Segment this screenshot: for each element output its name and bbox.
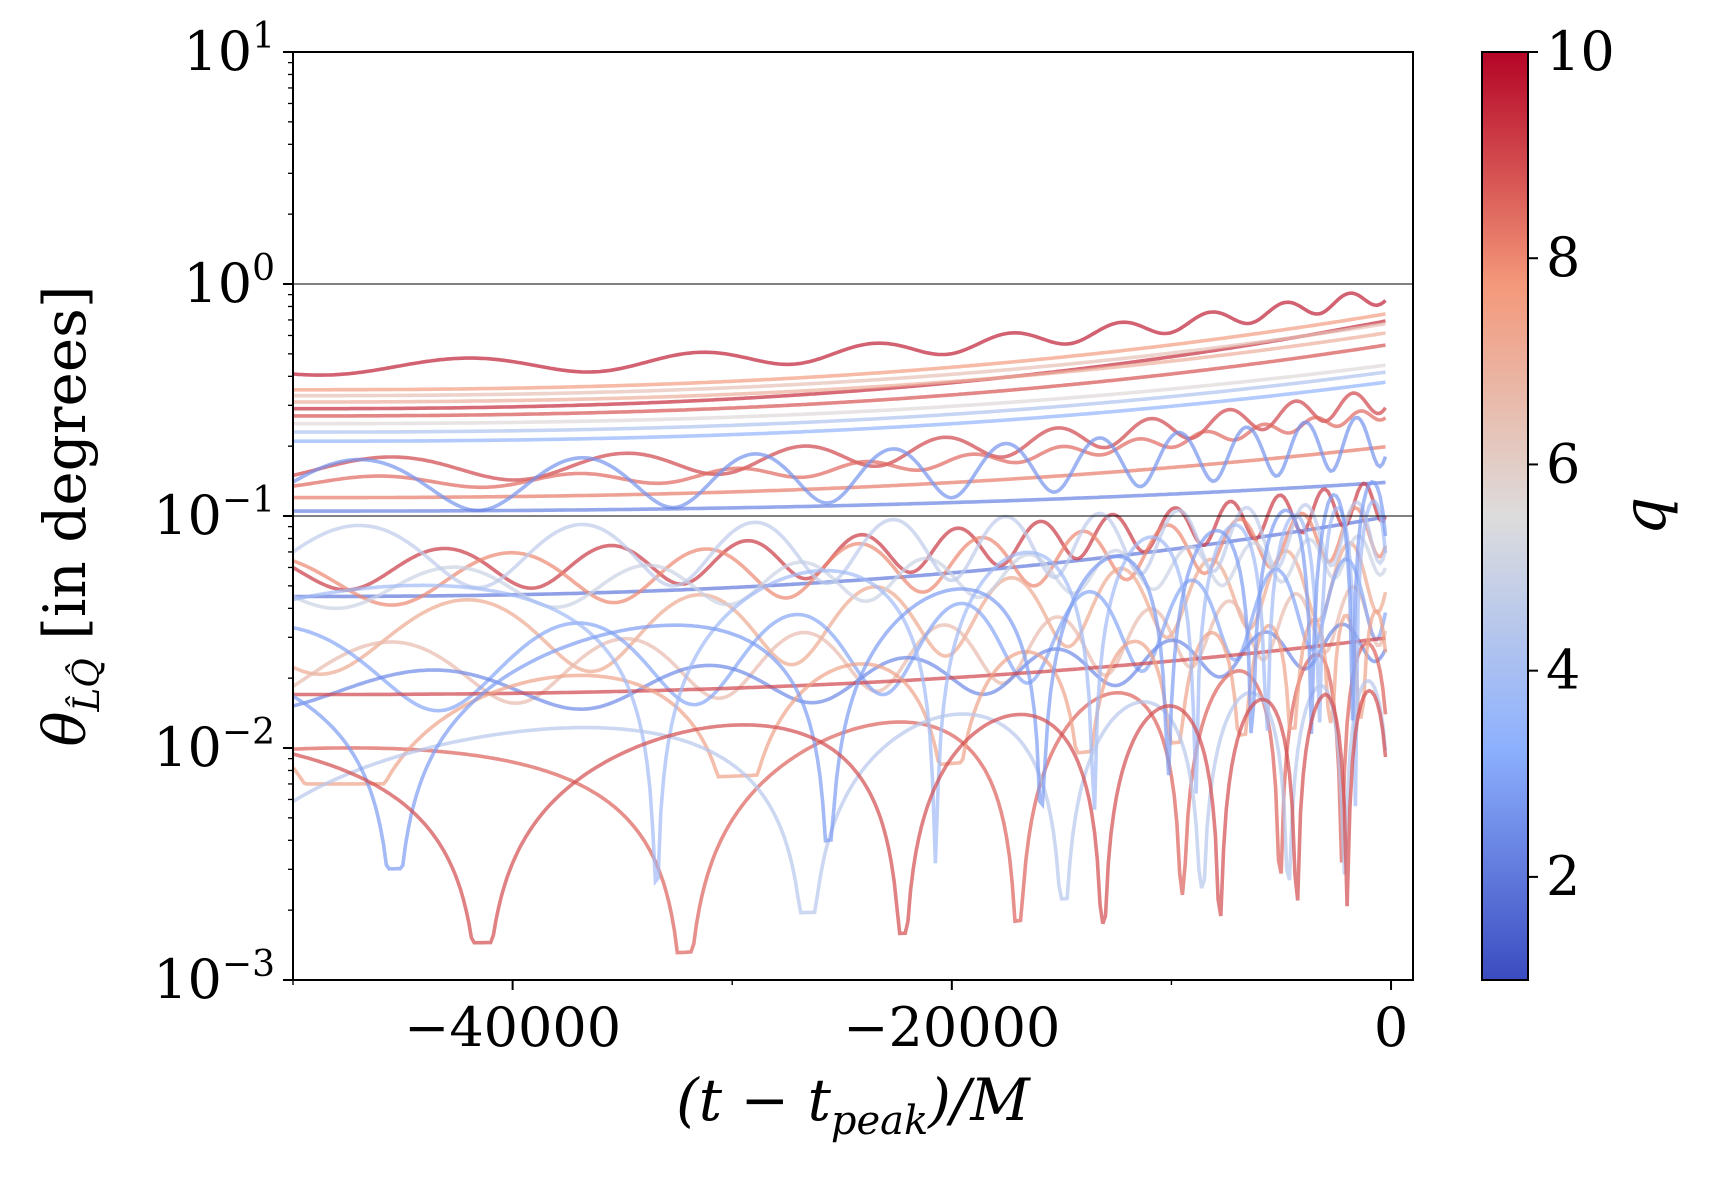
y-tick-label-4: 10−3 [153, 944, 275, 1011]
colorbar-tick-label-0: 2 [1546, 845, 1580, 908]
y-tick-label-2: 10−1 [153, 480, 275, 547]
series-line-q6.6-r [293, 584, 1388, 706]
colorbar-tick-label-3: 8 [1546, 226, 1580, 289]
colorbar-ticks: 2 4 6 8 10 [1528, 20, 1615, 908]
colorbar-tick-label-4: 10 [1546, 20, 1615, 83]
colorbar [1481, 51, 1529, 981]
series-line-q3.4-k [293, 380, 1386, 443]
y-tick-label-3: 10−2 [153, 712, 275, 779]
series-line-q2.2-m [293, 480, 1386, 513]
y-axis-label: θL̂Q̂ [in degrees] [31, 285, 108, 746]
y-tick-label-1: 100 [183, 248, 275, 315]
series-line-q2.4-v [293, 622, 1388, 712]
series-line-q6.4-h [293, 321, 1386, 398]
y-axis-ticks: 101 100 10−1 10−2 10−3 [153, 16, 293, 1011]
x-tick-label-2: 0 [1374, 996, 1408, 1059]
series-line-q4.4-aa [293, 679, 1388, 915]
series-line-q8.5-d [293, 409, 1387, 490]
series-line-q9.6-a [293, 291, 1387, 377]
series-line-q8.0-p [293, 505, 1388, 607]
series-line-q9.4-a [293, 319, 1386, 411]
series-line-q9.2-o [293, 481, 1388, 592]
series-line-q9.0-w [293, 636, 1386, 697]
series-lines [293, 291, 1388, 955]
series-line-q8.8-c [293, 343, 1386, 418]
series-line-q8.2-e [293, 445, 1386, 500]
colorbar-tick-label-2: 6 [1546, 432, 1580, 495]
x-axis-ticks: −40000 −20000 0 [292, 980, 1408, 1059]
series-line-q8.6-x [293, 641, 1388, 955]
y-tick-label-0: 101 [183, 16, 275, 83]
series-line-q3.8-z [293, 499, 1388, 887]
series-line-q4.2-j [293, 370, 1386, 434]
x-tick-label-1: −20000 [843, 996, 1060, 1059]
series-line-q7.0-g [293, 331, 1386, 404]
series-line-q7.6-f [293, 312, 1386, 392]
colorbar-tick-label-1: 4 [1546, 639, 1580, 702]
series-line-q2.8-ab [293, 479, 1388, 871]
x-axis-label: (t − tpeak)/M [676, 1066, 1031, 1144]
colorbar-label: q [1610, 497, 1680, 535]
series-line-q7.2-q [293, 540, 1388, 677]
reference-lines [293, 283, 1413, 517]
x-tick-label-0: −40000 [404, 996, 621, 1059]
series-line-q8.9-ac [293, 688, 1388, 945]
series-line-q5.6-i [293, 363, 1386, 426]
